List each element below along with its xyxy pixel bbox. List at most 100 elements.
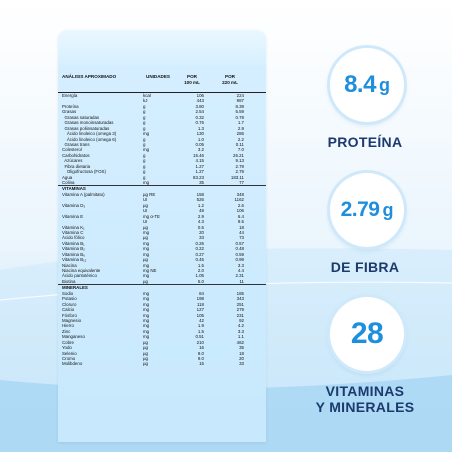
row-per-100ml: 0.45 bbox=[195, 257, 204, 263]
row-per-220ml: 1162 bbox=[234, 197, 244, 203]
table-row: kJ 443 987 bbox=[58, 98, 266, 103]
row-per-100ml: 1.5 bbox=[197, 262, 204, 268]
row-unit: µg bbox=[143, 235, 148, 241]
table-row: Ácido fólico µg 33 73 bbox=[58, 235, 266, 240]
row-per-100ml: 1.27 bbox=[195, 169, 204, 175]
row-nutrient: Cobre bbox=[62, 339, 74, 345]
row-nutrient: MINERALES bbox=[62, 285, 88, 291]
table-row: Vitamina B₂ mg 0.22 0.48 bbox=[58, 246, 266, 251]
row-per-100ml: 0.51 bbox=[195, 334, 204, 340]
row-unit: mg bbox=[143, 334, 150, 340]
row-per-100ml: 1.27 bbox=[195, 163, 204, 169]
row-nutrient: Carbohidratos bbox=[62, 152, 90, 158]
row-unit: mg bbox=[143, 251, 150, 257]
table-row: Sodio mg 84 185 bbox=[58, 291, 266, 296]
table-row: Vitamina B₆ mg 0.27 0.59 bbox=[58, 252, 266, 257]
row-per-100ml: 84 bbox=[199, 290, 204, 296]
row-nutrient: Selenio bbox=[62, 350, 77, 356]
row-nutrient: Zinc bbox=[62, 328, 71, 334]
table-row: Yodo µg 16 35 bbox=[58, 345, 266, 350]
row-per-100ml: 118 bbox=[197, 301, 204, 307]
row-per-100ml: 35 bbox=[199, 180, 204, 185]
row-nutrient: Manganeso bbox=[62, 334, 85, 340]
table-row: Vitamina E mg α-TE 2.9 6.4 bbox=[58, 214, 266, 219]
row-per-220ml: 11 bbox=[239, 278, 244, 284]
vitamins-label: VITAMINAS Y MINERALES bbox=[315, 383, 415, 415]
row-unit: µg bbox=[143, 339, 148, 345]
row-unit: g bbox=[143, 136, 146, 142]
row-per-220ml: 183.11 bbox=[230, 174, 244, 180]
row-per-220ml: 92 bbox=[239, 317, 244, 323]
row-per-100ml: 5.0 bbox=[197, 278, 204, 284]
row-unit: g bbox=[143, 103, 146, 109]
protein-value: 8.4 bbox=[344, 71, 376, 98]
row-unit: µg bbox=[143, 257, 148, 263]
table-row: UI 48 106 bbox=[58, 208, 266, 213]
row-unit: mg bbox=[143, 273, 150, 279]
row-nutrient: Biotina bbox=[62, 278, 76, 284]
row-per-220ml: 35 bbox=[239, 345, 244, 351]
row-unit: µg bbox=[143, 350, 148, 356]
row-per-100ml: 130 bbox=[196, 131, 204, 137]
table-row: Calcio mg 127 279 bbox=[58, 307, 266, 312]
row-per-220ml: 4.4 bbox=[237, 268, 244, 273]
row-per-100ml: 16 bbox=[199, 345, 204, 351]
row-nutrient: Grasas trans bbox=[62, 141, 90, 147]
row-per-220ml: 3.3 bbox=[237, 328, 244, 334]
row-unit: mg bbox=[143, 180, 150, 185]
row-per-220ml: 231 bbox=[236, 312, 244, 318]
header-units: UNIDADES bbox=[146, 74, 170, 79]
fiber-label: DE FIBRA bbox=[330, 259, 400, 275]
row-per-220ml: 1.1 bbox=[237, 334, 244, 340]
row-unit: kJ bbox=[143, 98, 148, 104]
row-per-100ml: 83.23 bbox=[193, 174, 204, 180]
row-per-220ml: 4.2 bbox=[237, 323, 244, 329]
row-per-220ml: 6.4 bbox=[237, 213, 244, 219]
vitamins-value: 28 bbox=[350, 317, 384, 350]
row-nutrient: Fósforo bbox=[62, 312, 77, 318]
row-unit: mg bbox=[143, 328, 150, 334]
row-nutrient: Niacina equivalente bbox=[62, 268, 101, 273]
row-nutrient: Ácido linoleico (omega 6) bbox=[62, 136, 117, 142]
row-unit: mg bbox=[143, 246, 150, 252]
row-per-220ml: 286 bbox=[236, 131, 244, 137]
row-per-100ml: 3.80 bbox=[195, 103, 204, 109]
row-nutrient: Potasio bbox=[62, 296, 77, 302]
row-per-220ml: 77 bbox=[239, 180, 244, 185]
row-nutrient: Proteína bbox=[62, 103, 79, 109]
row-nutrient: Ácido linoleico (omega 3) bbox=[62, 131, 117, 137]
header-per-220ml: POR 220 mL bbox=[222, 74, 238, 85]
row-unit: mg bbox=[143, 317, 150, 323]
row-nutrient: Vitamina B₂ bbox=[62, 246, 85, 252]
row-nutrient: Colesterol bbox=[62, 147, 82, 153]
row-nutrient: Cloruro bbox=[62, 301, 77, 307]
row-per-220ml: 0.79 bbox=[235, 114, 244, 120]
table-section-heading: MINERALES bbox=[58, 284, 266, 290]
row-per-100ml: 198 bbox=[196, 296, 204, 302]
row-unit: g bbox=[143, 158, 146, 164]
row-nutrient: Vitamina B₁₂ bbox=[62, 257, 87, 263]
row-per-100ml: 1.2 bbox=[197, 202, 204, 208]
row-nutrient: Oligofructosa (FOS) bbox=[62, 169, 106, 175]
row-per-220ml: 18 bbox=[239, 224, 244, 230]
table-row: Cloruro mg 118 251 bbox=[58, 302, 266, 307]
row-nutrient: Energía bbox=[62, 93, 78, 98]
row-unit: g bbox=[143, 114, 146, 120]
table-row: Niacina equivalente mg NE 2.0 4.4 bbox=[58, 268, 266, 273]
row-per-220ml: 462 bbox=[236, 339, 244, 345]
row-per-100ml: 210 bbox=[196, 339, 204, 345]
row-per-100ml: 0.22 bbox=[195, 246, 204, 252]
row-nutrient: Fibra dietaria bbox=[62, 163, 91, 169]
row-per-220ml: 33 bbox=[239, 361, 244, 367]
row-per-220ml: 0.11 bbox=[235, 141, 244, 147]
row-unit: mg bbox=[143, 262, 150, 268]
table-row: Azúcares g 4.15 9.13 bbox=[58, 158, 266, 163]
row-per-220ml: 279 bbox=[236, 307, 244, 313]
row-unit: mg bbox=[143, 296, 150, 302]
row-per-100ml: 526 bbox=[196, 197, 204, 203]
row-per-220ml: 348 bbox=[236, 191, 244, 197]
table-row: Vitamina A (palmitato) µg RE 158 348 bbox=[58, 192, 266, 197]
row-unit: kcal bbox=[143, 93, 151, 98]
row-unit: g bbox=[143, 174, 146, 180]
row-nutrient: Grasas saturadas bbox=[62, 114, 100, 120]
